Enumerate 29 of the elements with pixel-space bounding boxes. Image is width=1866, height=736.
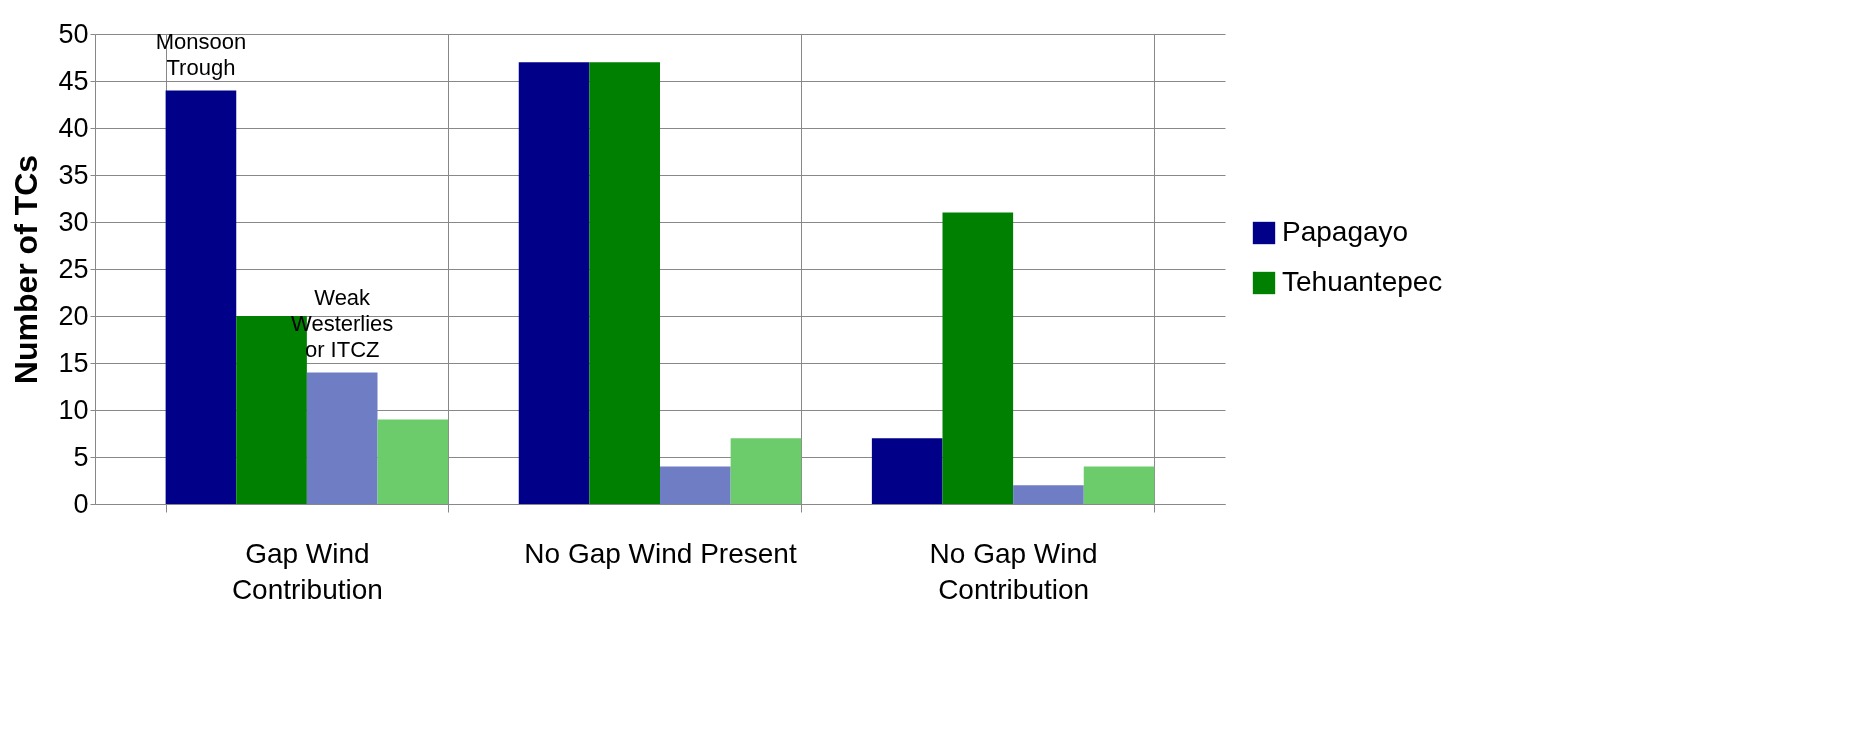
bar: [730, 438, 802, 504]
y-tick-label: 40: [58, 112, 89, 143]
y-tick-label: 15: [58, 347, 89, 378]
x-tick-label: No Gap Wind Contribution: [929, 537, 1098, 605]
y-tick-label: 0: [73, 488, 89, 519]
y-tick-label: 25: [58, 253, 89, 284]
annotation: Monsoon Trough: [155, 29, 247, 81]
y-tick-label: 30: [58, 206, 89, 237]
y-tick-label: 5: [73, 441, 89, 472]
y-tick-label: 50: [58, 18, 89, 49]
bar: [871, 438, 943, 504]
y-tick-label: 45: [58, 65, 89, 96]
bar: [377, 419, 449, 504]
y-axis-title: Number of TCs: [8, 154, 45, 385]
legend-label: Papagayo: [1282, 216, 1409, 247]
bar: [306, 372, 378, 504]
bar: [1013, 485, 1084, 504]
bar: [589, 62, 660, 504]
y-tick-label: 10: [58, 394, 89, 425]
x-tick-label: Gap Wind Contribution: [231, 537, 383, 605]
y-tick-label: 35: [58, 159, 89, 190]
bar: [660, 466, 731, 504]
bar: [942, 212, 1014, 504]
x-tick-label: No Gap Wind Present: [524, 537, 797, 569]
y-tick-label: 20: [58, 300, 89, 331]
legend-label: Tehuantepec: [1282, 266, 1443, 297]
bar: [165, 90, 237, 504]
bar: [518, 62, 590, 504]
bar: [1083, 466, 1155, 504]
